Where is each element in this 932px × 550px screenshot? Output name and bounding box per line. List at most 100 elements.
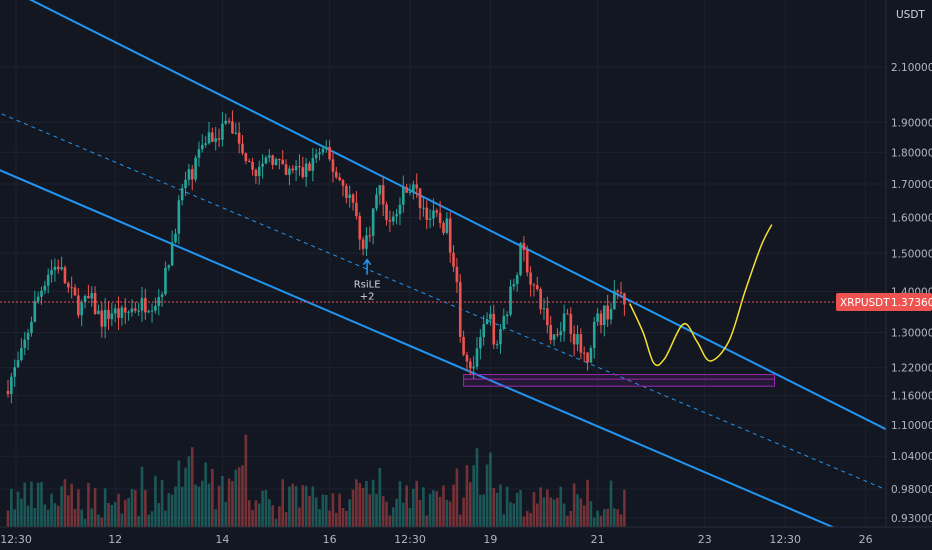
candle-body xyxy=(402,187,405,205)
volume-bar xyxy=(304,485,308,527)
volume-bar xyxy=(190,447,194,527)
volume-bar xyxy=(355,479,358,527)
candle-body xyxy=(23,339,27,349)
candle-body xyxy=(603,305,606,326)
candle-body xyxy=(97,310,100,315)
support-zone-box xyxy=(463,374,775,387)
grid xyxy=(0,0,886,527)
candle-body xyxy=(445,218,449,233)
candle-body xyxy=(87,295,90,299)
volume-bar xyxy=(529,512,532,527)
y-tick-label: 1.04000 xyxy=(891,451,932,463)
candle-body xyxy=(341,180,345,186)
volume-bar xyxy=(164,510,167,527)
candle-body xyxy=(46,274,50,286)
candle-body xyxy=(355,202,358,217)
volume-bar xyxy=(97,514,100,527)
volume-bar xyxy=(311,486,315,527)
candle-body xyxy=(338,177,341,181)
price-axis-panel[interactable] xyxy=(886,0,932,530)
volume-bar xyxy=(492,487,496,527)
volume-bar xyxy=(10,488,13,527)
annotations: RsiLE+2 xyxy=(354,258,381,303)
volume-bar xyxy=(402,502,405,527)
volume-bar xyxy=(519,490,522,527)
candle-body xyxy=(385,204,388,221)
candle-body xyxy=(237,132,241,144)
volume-bar xyxy=(586,479,589,527)
candle-body xyxy=(469,361,472,369)
volume-bar xyxy=(274,518,278,527)
x-tick-label: 21 xyxy=(591,533,605,546)
candle-body xyxy=(472,366,475,369)
candle-body xyxy=(224,120,228,124)
volume-bar xyxy=(177,460,181,527)
candle-body xyxy=(589,348,593,363)
volume-bar xyxy=(509,502,512,527)
volume-bar xyxy=(391,507,395,527)
candle-body xyxy=(542,308,546,310)
candle-body xyxy=(556,334,559,336)
candle-body xyxy=(572,333,576,345)
candle-body xyxy=(167,265,171,268)
volume-bar xyxy=(90,508,94,527)
volume-bar xyxy=(211,468,214,527)
volume-bar xyxy=(271,505,274,527)
candle-body xyxy=(268,155,271,158)
candle-body xyxy=(495,344,499,346)
candle-body xyxy=(113,308,117,314)
candle-body xyxy=(395,214,398,217)
volume-bar xyxy=(201,480,204,527)
candle-body xyxy=(16,360,20,368)
volume-bar xyxy=(385,501,388,527)
candle-body xyxy=(234,132,238,134)
candle-body xyxy=(415,184,418,189)
candle-body xyxy=(90,293,94,299)
time-axis-panel[interactable] xyxy=(0,527,932,550)
volume-bar xyxy=(160,480,164,527)
volume-bar xyxy=(147,514,150,527)
candle-body xyxy=(304,163,308,177)
price-tag: XRPUSDT · 1.37360 xyxy=(0,293,932,312)
candle-body xyxy=(274,158,278,165)
volume-bar xyxy=(221,476,224,527)
volume-bar xyxy=(405,485,408,527)
volume-bar xyxy=(264,489,268,527)
candle-body xyxy=(475,348,479,367)
volume-bar xyxy=(472,465,475,527)
candle-body xyxy=(211,132,214,142)
channel-lines[interactable] xyxy=(0,0,899,550)
candle-body xyxy=(331,159,335,172)
volume-bar xyxy=(93,488,97,527)
currency-label[interactable]: USDT xyxy=(896,9,925,21)
volume-bar xyxy=(438,496,442,527)
candles[interactable] xyxy=(6,110,626,404)
candle-body xyxy=(549,325,552,340)
candle-body xyxy=(190,169,194,180)
candle-body xyxy=(184,179,187,189)
volume-bar xyxy=(257,503,261,527)
candle-body xyxy=(187,169,191,180)
volume-bar xyxy=(113,502,117,527)
volume-bar xyxy=(499,484,502,527)
candle-body xyxy=(345,185,348,198)
volume-bar xyxy=(284,512,288,527)
candle-body xyxy=(194,157,197,180)
candle-body xyxy=(619,292,623,294)
candle-body xyxy=(455,266,459,283)
candle-body xyxy=(160,294,164,298)
price-tag-separator: · xyxy=(884,297,887,309)
support-zone[interactable] xyxy=(463,374,775,387)
candle-body xyxy=(257,166,261,177)
candle-body xyxy=(596,313,599,322)
candle-body xyxy=(70,287,73,289)
volume-bar xyxy=(525,510,529,527)
candle-body xyxy=(26,333,30,340)
volume-bar xyxy=(251,509,254,527)
candle-body xyxy=(529,272,532,285)
candle-body xyxy=(428,218,432,220)
volume-bar xyxy=(428,493,432,527)
projection-path[interactable] xyxy=(629,224,773,367)
